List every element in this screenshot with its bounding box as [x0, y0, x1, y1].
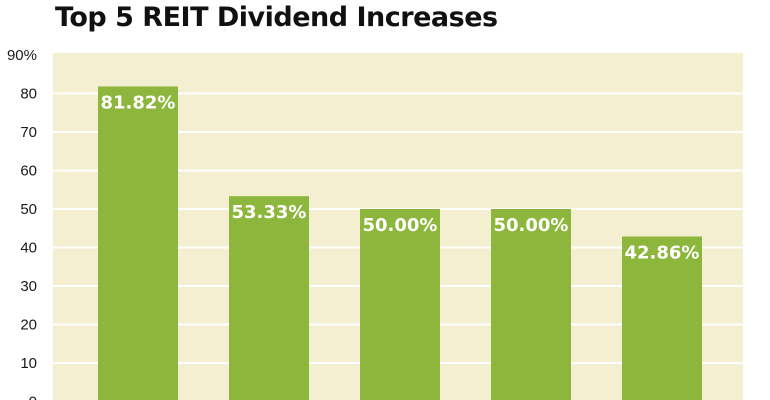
- y-tick-label: 50: [20, 201, 37, 218]
- bar: [622, 236, 702, 400]
- y-tick-label: 10: [20, 355, 37, 372]
- y-tick-label: 0: [29, 394, 37, 400]
- y-tick-label: 60: [20, 163, 37, 180]
- y-tick-label: 40: [20, 240, 37, 257]
- y-tick-label: 70: [20, 124, 37, 141]
- bar-value-label: 42.86%: [625, 242, 700, 263]
- data-labels: 81.82% 53.33% 50.00% 50.00% 42.86%: [101, 92, 700, 263]
- y-tick-label: 90%: [7, 47, 37, 64]
- bar-value-label: 81.82%: [101, 92, 176, 113]
- bar: [98, 86, 178, 400]
- bar-value-label: 50.00%: [494, 215, 569, 236]
- bar: [229, 196, 309, 400]
- bar: [491, 209, 571, 400]
- bar-value-label: 50.00%: [363, 215, 438, 236]
- chart-title: Top 5 REIT Dividend Increases: [55, 2, 498, 33]
- bar-value-label: 53.33%: [232, 202, 307, 223]
- bars: [98, 86, 702, 400]
- y-tick-label: 20: [20, 317, 37, 334]
- y-tick-label: 30: [20, 278, 37, 295]
- y-axis-ticks: 0 10 20 30 40 50 60 70 80 90%: [7, 47, 37, 400]
- bar: [360, 209, 440, 400]
- y-tick-label: 80: [20, 86, 37, 103]
